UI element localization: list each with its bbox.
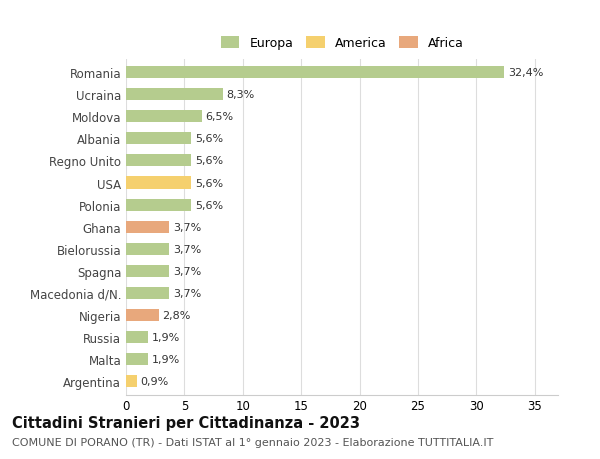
Text: 1,9%: 1,9% <box>152 332 180 342</box>
Bar <box>126 67 504 79</box>
Text: 5,6%: 5,6% <box>195 134 223 144</box>
Bar <box>126 199 191 211</box>
Bar <box>126 89 223 101</box>
Bar <box>126 155 191 167</box>
Bar <box>126 265 169 277</box>
Text: 3,7%: 3,7% <box>173 222 201 232</box>
Bar <box>126 111 202 123</box>
Text: 3,7%: 3,7% <box>173 288 201 298</box>
Text: Cittadini Stranieri per Cittadinanza - 2023: Cittadini Stranieri per Cittadinanza - 2… <box>12 415 360 431</box>
Text: 5,6%: 5,6% <box>195 156 223 166</box>
Text: 8,3%: 8,3% <box>226 90 254 100</box>
Bar <box>126 375 137 387</box>
Text: 6,5%: 6,5% <box>205 112 233 122</box>
Bar <box>126 331 148 343</box>
Text: 3,7%: 3,7% <box>173 244 201 254</box>
Bar <box>126 133 191 145</box>
Bar <box>126 221 169 233</box>
Bar <box>126 177 191 189</box>
Bar <box>126 309 158 321</box>
Bar <box>126 243 169 255</box>
Text: COMUNE DI PORANO (TR) - Dati ISTAT al 1° gennaio 2023 - Elaborazione TUTTITALIA.: COMUNE DI PORANO (TR) - Dati ISTAT al 1°… <box>12 437 493 447</box>
Text: 1,9%: 1,9% <box>152 354 180 364</box>
Text: 3,7%: 3,7% <box>173 266 201 276</box>
Legend: Europa, America, Africa: Europa, America, Africa <box>221 36 463 50</box>
Text: 5,6%: 5,6% <box>195 178 223 188</box>
Bar <box>126 353 148 365</box>
Text: 32,4%: 32,4% <box>508 68 543 78</box>
Text: 5,6%: 5,6% <box>195 200 223 210</box>
Text: 0,9%: 0,9% <box>140 376 168 386</box>
Bar <box>126 287 169 299</box>
Text: 2,8%: 2,8% <box>162 310 191 320</box>
